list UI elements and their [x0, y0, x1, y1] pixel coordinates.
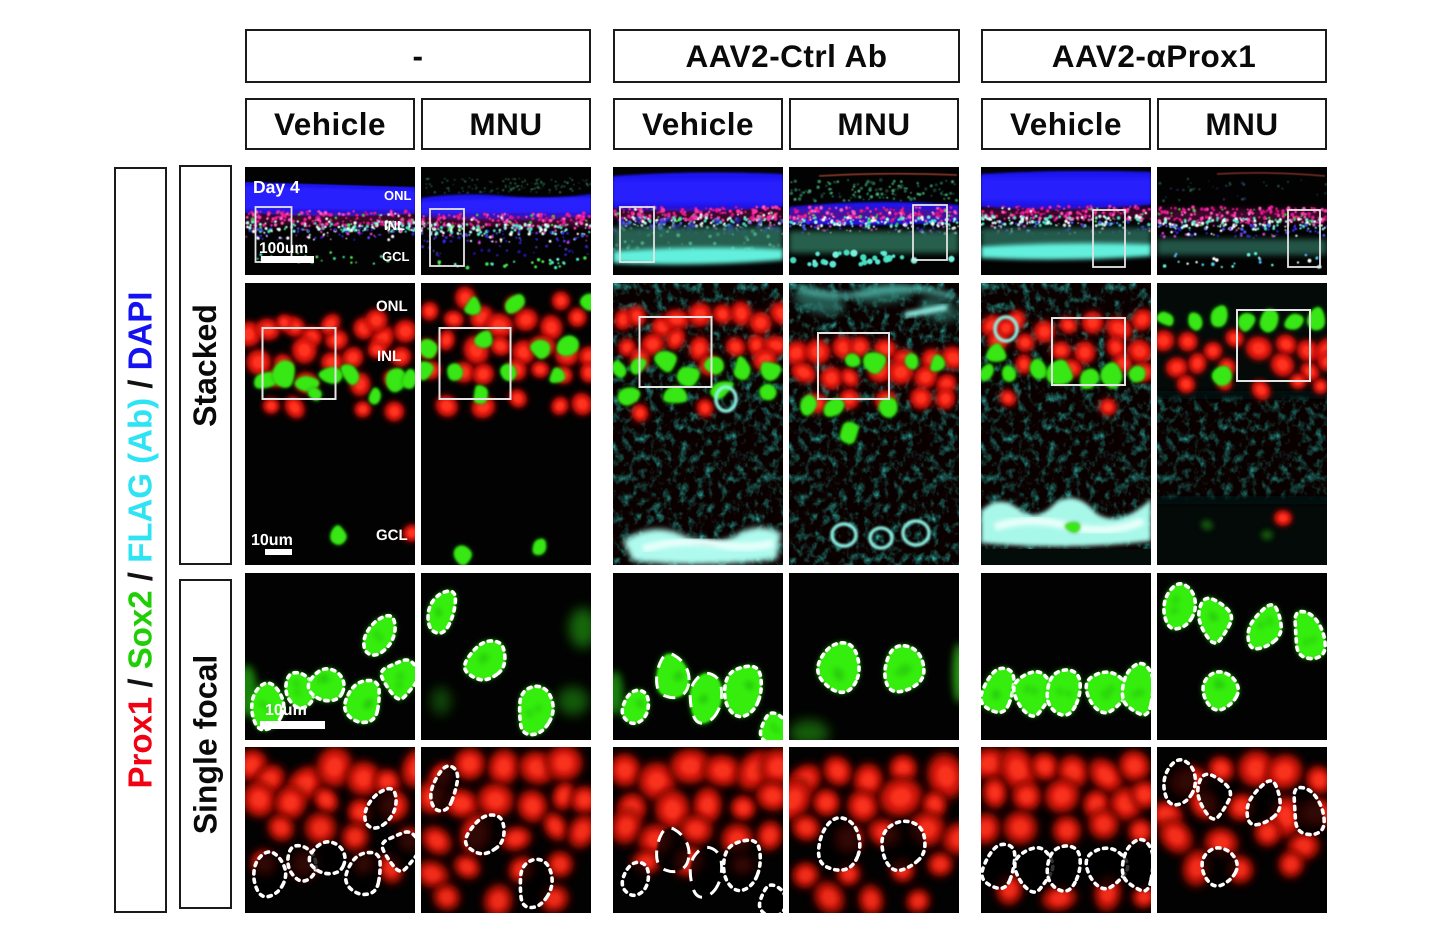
svg-text:100um: 100um	[259, 240, 308, 257]
svg-text:10um: 10um	[265, 702, 307, 719]
svg-text:INL: INL	[377, 348, 401, 365]
svg-text:INL: INL	[384, 218, 405, 233]
svg-text:10um: 10um	[251, 532, 293, 549]
svg-text:ONL: ONL	[384, 188, 412, 203]
svg-text:GCL: GCL	[376, 527, 408, 544]
svg-text:GCL: GCL	[382, 249, 410, 264]
svg-text:Day 4: Day 4	[253, 177, 300, 197]
svg-text:ONL: ONL	[376, 298, 408, 315]
